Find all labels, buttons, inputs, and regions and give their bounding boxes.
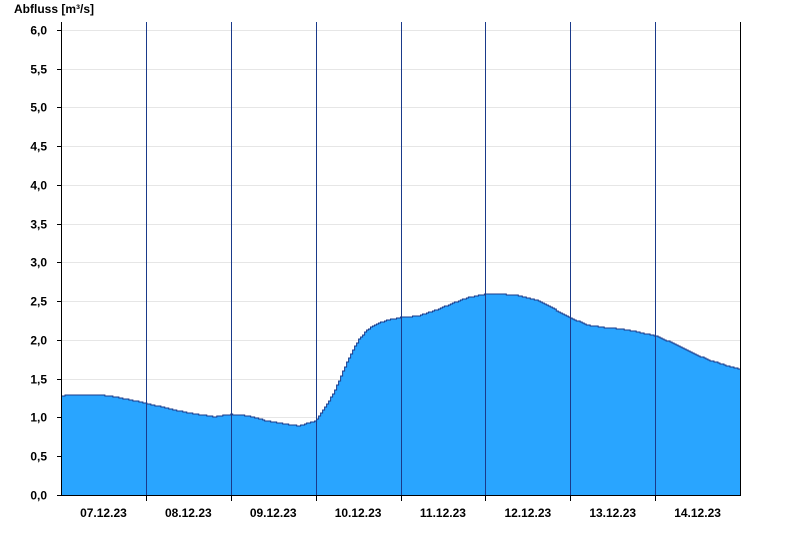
x-tick-label: 11.12.23: [420, 506, 466, 520]
y-tick-label: 4,5: [30, 140, 47, 154]
x-tick-label: 10.12.23: [335, 506, 382, 520]
y-tick-label: 1,0: [30, 411, 47, 425]
y-tick-label: 3,0: [30, 256, 47, 270]
y-axis-title: Abfluss [m³/s]: [14, 2, 94, 16]
y-tick-label: 3,5: [30, 218, 47, 232]
x-tick-label: 09.12.23: [250, 506, 297, 520]
discharge-area: [61, 294, 740, 495]
y-tick-label: 2,5: [30, 295, 47, 309]
y-tick-label: 0,5: [30, 450, 47, 464]
x-tick-labels: 07.12.23 08.12.23 09.12.23 10.12.23 11.12.23…: [80, 495, 721, 520]
x-tick-label: 14.12.23: [674, 506, 721, 520]
y-tick-label: 4,0: [30, 179, 47, 193]
discharge-line: [61, 293, 740, 427]
y-tick-label: 5,0: [30, 101, 47, 115]
x-tick-label: 07.12.23: [80, 506, 127, 520]
y-tick-label: 5,5: [30, 63, 47, 77]
x-tick-label: 13.12.23: [589, 506, 636, 520]
y-tick-label: 0,0: [30, 489, 47, 503]
y-tick-label: 1,5: [30, 373, 47, 387]
x-tick-label: 08.12.23: [165, 506, 212, 520]
y-tick-label: 2,0: [30, 334, 47, 348]
day-separator-lines: [146, 22, 656, 501]
x-tick-label: 12.12.23: [504, 506, 551, 520]
y-tick-label: 6,0: [30, 24, 47, 38]
y-tick-labels: 0,0 0,5 1,0 1,5 2,0 2,5 3,0 3,5 4,0 4,5 5,0 5,5 6,0: [30, 24, 61, 503]
